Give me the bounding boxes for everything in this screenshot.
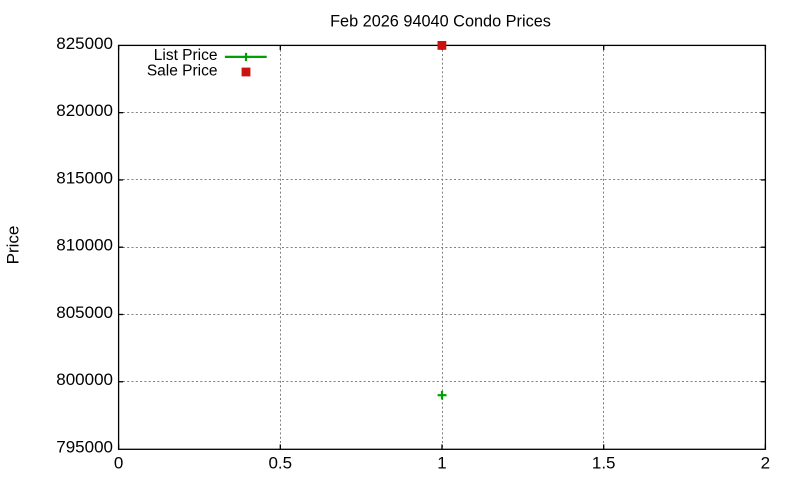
svg-text:800000: 800000 <box>56 370 113 389</box>
svg-text:805000: 805000 <box>56 303 113 322</box>
svg-text:1: 1 <box>437 453 446 472</box>
svg-text:1.5: 1.5 <box>592 453 616 472</box>
svg-text:825000: 825000 <box>56 34 113 53</box>
svg-text:Feb 2026 94040 Condo Prices: Feb 2026 94040 Condo Prices <box>330 12 551 30</box>
svg-text:Sale Price: Sale Price <box>147 62 218 79</box>
svg-text:2: 2 <box>761 453 770 472</box>
svg-text:List Price: List Price <box>154 47 218 64</box>
svg-text:Price: Price <box>4 226 23 265</box>
svg-text:0.5: 0.5 <box>268 453 292 472</box>
svg-text:795000: 795000 <box>56 437 113 456</box>
svg-text:810000: 810000 <box>56 236 113 255</box>
svg-text:820000: 820000 <box>56 101 113 120</box>
svg-text:815000: 815000 <box>56 168 113 187</box>
svg-text:0: 0 <box>114 453 123 472</box>
